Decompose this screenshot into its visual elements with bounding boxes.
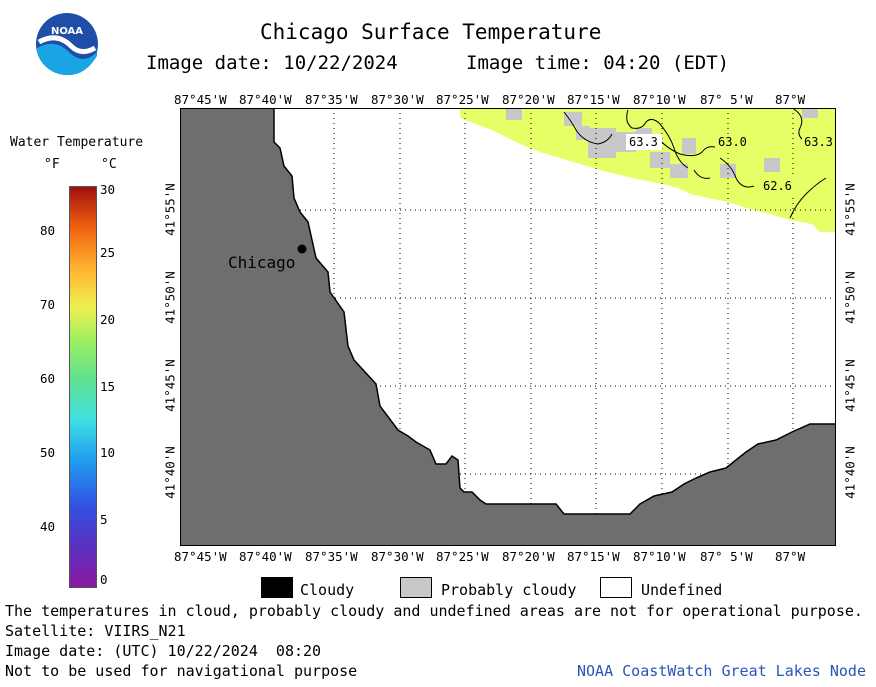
colorbar-c-tick: 5 xyxy=(100,512,108,527)
lat-tick-right: 41°40'N xyxy=(842,446,858,499)
contour-label: 63.0 xyxy=(718,135,747,149)
utc-date-text: Image date: (UTC) 10/22/2024 08:20 xyxy=(5,642,322,660)
legend-swatch-undefined xyxy=(600,577,632,598)
lon-tick-top: 87°15'W xyxy=(567,92,620,107)
lat-tick-left: 41°50'N xyxy=(162,271,178,324)
colorbar-f-tick: 60 xyxy=(40,371,56,386)
contour-label: 63.3 xyxy=(629,135,658,149)
legend-label-undefined: Undefined xyxy=(641,581,723,599)
colorbar-f-tick: 80 xyxy=(40,223,56,238)
lon-tick-bottom: 87°45'W xyxy=(174,549,227,564)
lat-tick-right: 41°45'N xyxy=(842,359,858,412)
lat-tick-right: 41°50'N xyxy=(842,271,858,324)
colorbar-c-tick: 20 xyxy=(100,312,116,327)
lat-tick-right: 41°55'N xyxy=(842,183,858,236)
lon-tick-top: 87°30'W xyxy=(371,92,424,107)
lon-tick-top: 87°25'W xyxy=(436,92,489,107)
isotherm-contours xyxy=(563,108,827,219)
lon-tick-bottom: 87°10'W xyxy=(633,549,686,564)
lon-tick-bottom: 87°W xyxy=(775,549,806,564)
lat-tick-left: 41°45'N xyxy=(162,359,178,412)
colorbar-f-tick: 50 xyxy=(40,445,56,460)
legend-swatch-cloudy xyxy=(261,577,293,598)
legend-swatch-probably-cloudy xyxy=(400,577,432,598)
navigation-warning: Not to be used for navigational purpose xyxy=(5,662,358,680)
colorbar-c-tick: 30 xyxy=(100,182,116,197)
lon-tick-top: 87°45'W xyxy=(174,92,227,107)
lon-tick-bottom: 87° 5'W xyxy=(700,549,753,564)
lon-tick-bottom: 87°25'W xyxy=(436,549,489,564)
satellite-text: Satellite: VIIRS_N21 xyxy=(5,622,186,640)
lat-tick-left: 41°55'N xyxy=(162,183,178,236)
lon-tick-top: 87° 5'W xyxy=(700,92,753,107)
colorbar-c-tick: 25 xyxy=(100,245,116,260)
colorbar-unit-f: °F xyxy=(44,157,60,172)
noaa-logo: NOAA xyxy=(36,13,98,76)
colorbar-f-tick: 40 xyxy=(40,519,56,534)
contour-label: 62.6 xyxy=(763,179,792,193)
credit-text: NOAA CoastWatch Great Lakes Node xyxy=(577,662,866,680)
colorbar-title: Water Temperature xyxy=(10,135,144,150)
lat-tick-left: 41°40'N xyxy=(162,446,178,499)
contour-value-labels: 63.3 63.0 63.3 62.6 xyxy=(626,134,836,194)
lon-tick-bottom: 87°20'W xyxy=(502,549,555,564)
colorbar-unit-c: °C xyxy=(101,157,117,172)
lon-tick-top: 87°35'W xyxy=(305,92,358,107)
legend-label-cloudy: Cloudy xyxy=(300,581,355,599)
page-title: Chicago Surface Temperature xyxy=(260,20,602,44)
colorbar-c-tick: 0 xyxy=(100,572,108,587)
noaa-logo-text: NOAA xyxy=(51,26,83,37)
lon-tick-top: 87°10'W xyxy=(633,92,686,107)
chicago-city-marker xyxy=(297,244,307,254)
disclaimer-text: The temperatures in cloud, probably clou… xyxy=(5,602,863,620)
lon-tick-bottom: 87°35'W xyxy=(305,549,358,564)
colorbar-c-tick: 10 xyxy=(100,445,116,460)
lon-tick-top: 87°W xyxy=(775,92,806,107)
colorbar-f-tick: 70 xyxy=(40,297,56,312)
land-region xyxy=(180,108,836,546)
legend-label-probably-cloudy: Probably cloudy xyxy=(441,581,577,599)
colorbar xyxy=(69,186,97,588)
lon-tick-bottom: 87°30'W xyxy=(371,549,424,564)
lon-tick-top: 87°40'W xyxy=(239,92,292,107)
lon-tick-bottom: 87°40'W xyxy=(239,549,292,564)
colorbar-c-tick: 15 xyxy=(100,379,116,394)
image-date: Image date: 10/22/2024 xyxy=(146,52,398,74)
contour-label: 63.3 xyxy=(804,135,833,149)
image-time: Image time: 04:20 (EDT) xyxy=(466,52,730,74)
lon-tick-bottom: 87°15'W xyxy=(567,549,620,564)
lon-tick-top: 87°20'W xyxy=(502,92,555,107)
map-panel: Chicago 63.3 63.0 63.3 62.6 xyxy=(180,108,836,546)
chicago-city-label: Chicago xyxy=(228,253,295,272)
